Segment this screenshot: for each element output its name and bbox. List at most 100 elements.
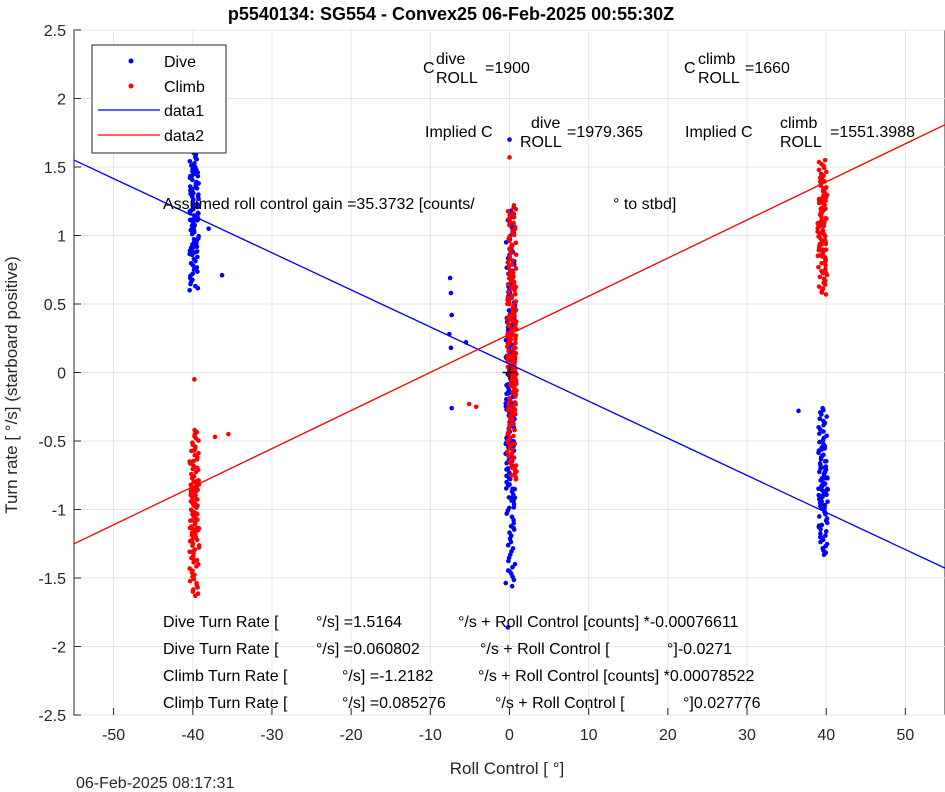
- fit-climb-counts-b: °/s] =-1.2182: [342, 668, 433, 685]
- point-dive: [824, 414, 829, 419]
- c-dive-sub: ROLL: [436, 70, 478, 87]
- fit-dive-counts-c: °/s + Roll Control [counts] *-0.00076611: [458, 614, 739, 631]
- implied-climb-prefix: Implied C: [685, 124, 753, 141]
- c-dive-symbol: C: [423, 60, 435, 77]
- y-tick-label: 0.5: [44, 297, 66, 314]
- point-climb: [192, 448, 197, 453]
- point-dive: [188, 260, 194, 266]
- point-climb: [509, 451, 515, 457]
- point-climb: [510, 389, 516, 395]
- point-climb: [192, 427, 197, 433]
- x-tick-label: -20: [340, 727, 363, 744]
- point-dive: [507, 568, 512, 574]
- point-climb: [190, 587, 196, 592]
- point-dive: [219, 272, 225, 278]
- legend: Dive Climb data1 data2: [91, 44, 227, 154]
- point-climb: [817, 274, 823, 280]
- point-dive: [505, 625, 511, 630]
- point-climb: [820, 286, 826, 291]
- gain-text: Assumed roll control gain =35.3732 [coun…: [163, 196, 475, 213]
- point-climb: [190, 466, 196, 472]
- point-climb: [511, 203, 517, 208]
- point-dive: [817, 500, 823, 506]
- point-climb: [506, 348, 511, 354]
- point-dive: [822, 502, 828, 508]
- point-climb: [821, 276, 827, 282]
- data-series: [73, 123, 945, 630]
- point-climb: [194, 488, 199, 493]
- point-dive: [194, 249, 200, 254]
- point-climb: [504, 449, 510, 455]
- point-climb: [815, 229, 820, 234]
- point-dive: [193, 283, 198, 289]
- point-dive: [448, 290, 454, 296]
- point-climb: [511, 279, 517, 285]
- implied-climb-value: =1551.3988: [830, 124, 915, 141]
- fit-dive-deg-c: °/s + Roll Control [: [480, 641, 610, 658]
- point-climb: [513, 240, 519, 246]
- point-climb: [507, 301, 512, 307]
- point-climb: [506, 316, 512, 322]
- y-tick-label: 2: [57, 92, 66, 109]
- point-climb: [820, 199, 826, 205]
- point-climb: [509, 473, 514, 478]
- point-climb: [818, 171, 824, 177]
- point-dive: [821, 418, 826, 424]
- point-climb: [512, 359, 518, 364]
- point-dive: [195, 202, 201, 208]
- fit-line-data2: [73, 124, 945, 545]
- point-climb: [512, 409, 517, 414]
- x-tick-label: 30: [738, 727, 756, 744]
- point-climb: [189, 489, 195, 494]
- fit-climb-counts-a: Climb Turn Rate [: [163, 668, 288, 685]
- x-tick-label: -50: [102, 727, 125, 744]
- fit-climb-deg-c: °/s + Roll Control [: [495, 695, 625, 712]
- point-climb: [512, 313, 517, 319]
- point-dive: [503, 580, 509, 586]
- point-dive: [824, 433, 830, 439]
- point-climb: [505, 453, 511, 459]
- y-tick-label: -2: [52, 640, 66, 657]
- c-dive-sup: dive: [436, 51, 465, 68]
- point-dive: [824, 541, 830, 547]
- point-climb: [504, 344, 510, 349]
- point-climb: [511, 214, 517, 220]
- implied-climb-sub: ROLL: [780, 134, 822, 151]
- point-climb: [818, 179, 823, 184]
- point-climb: [187, 549, 192, 555]
- point-climb: [513, 401, 519, 407]
- point-climb: [822, 157, 828, 163]
- point-climb: [195, 525, 200, 531]
- point-dive: [819, 445, 825, 450]
- point-climb: [820, 254, 826, 260]
- point-dive: [195, 173, 201, 179]
- point-climb: [509, 376, 514, 382]
- point-dive: [188, 245, 194, 251]
- point-climb: [823, 270, 829, 276]
- point-climb: [192, 377, 197, 382]
- point-climb: [189, 498, 195, 504]
- point-dive: [819, 487, 825, 493]
- point-dive: [506, 495, 512, 500]
- point-climb: [190, 555, 196, 561]
- point-climb: [824, 169, 829, 175]
- point-climb: [190, 543, 195, 549]
- point-dive: [822, 465, 828, 470]
- point-climb: [512, 320, 517, 325]
- point-dive: [819, 494, 824, 499]
- point-climb: [511, 345, 516, 351]
- point-dive: [824, 516, 830, 521]
- point-dive: [187, 251, 193, 257]
- point-dive: [195, 269, 200, 274]
- c-climb-sub: ROLL: [698, 70, 740, 87]
- x-tick-label: -30: [260, 727, 283, 744]
- point-climb: [816, 284, 822, 289]
- point-climb: [505, 260, 511, 265]
- point-climb: [819, 268, 824, 274]
- y-tick-label: -1: [52, 503, 66, 520]
- point-dive: [190, 271, 196, 276]
- point-climb: [815, 220, 821, 226]
- point-climb: [815, 253, 821, 259]
- gain-text-unit: ° to stbd]: [613, 196, 676, 213]
- point-dive: [503, 486, 509, 491]
